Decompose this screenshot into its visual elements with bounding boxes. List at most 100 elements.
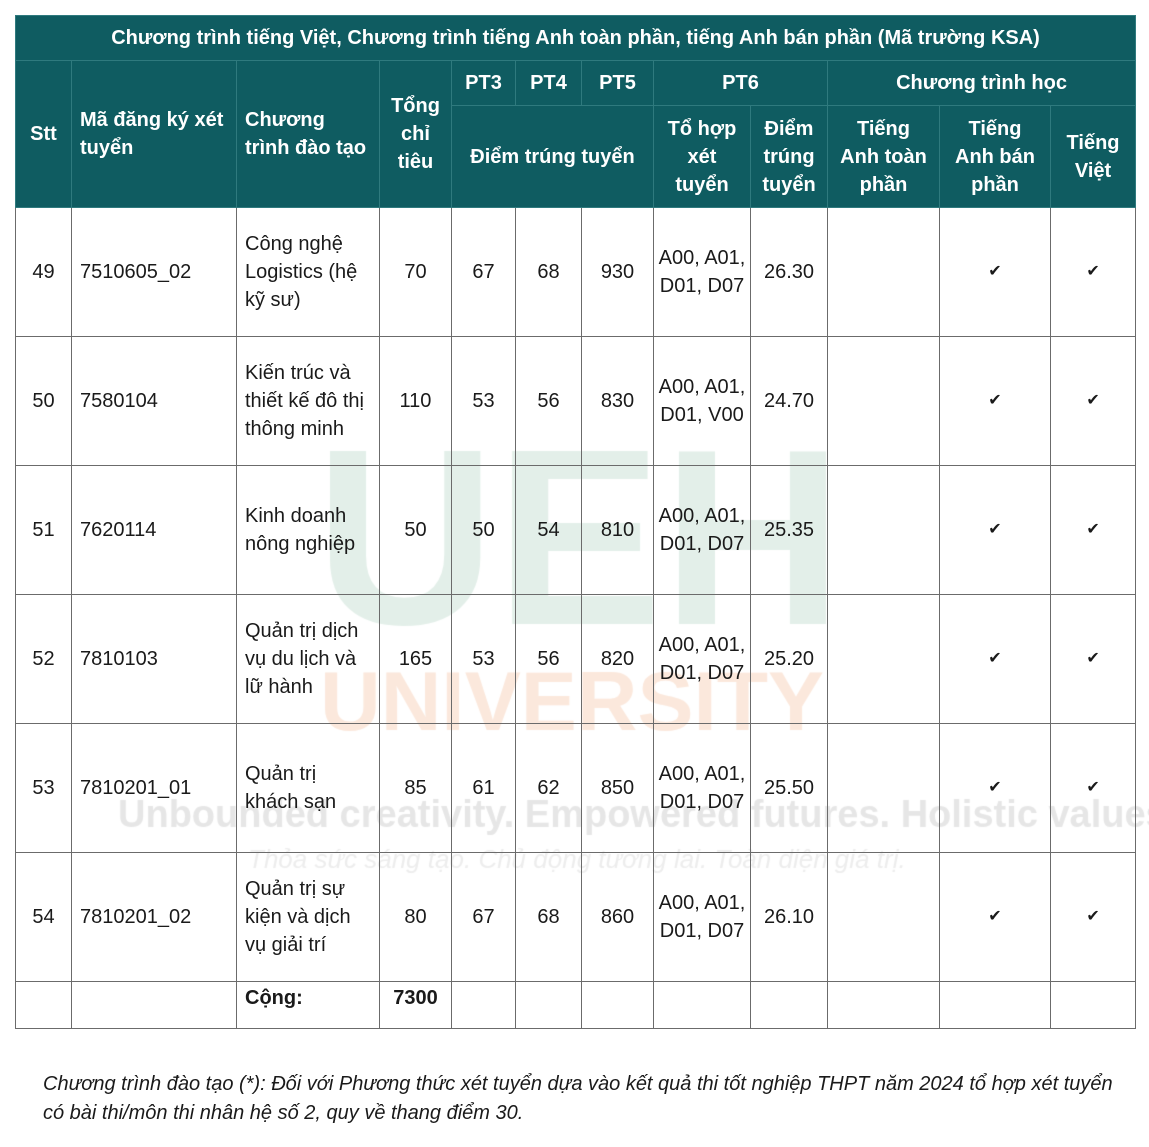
cell-anh-ban-phan: ✔ <box>939 465 1051 595</box>
empty-cell <box>451 981 516 1029</box>
cell-tieng-viet: ✔ <box>1049 594 1137 724</box>
cell-anh-ban-phan: ✔ <box>939 336 1051 466</box>
empty-cell <box>515 981 582 1029</box>
cell-pt5: 860 <box>581 852 654 982</box>
cell-ma: 7810201_02 <box>71 852 237 982</box>
empty-cell <box>827 981 940 1029</box>
cell-anh-toan-phan <box>827 852 940 982</box>
empty-cell <box>653 981 751 1029</box>
cell-stt: 49 <box>15 207 72 337</box>
cell-pt3: 53 <box>451 336 516 466</box>
cell-pt3: 50 <box>451 465 516 595</box>
empty-cell <box>1049 981 1137 1029</box>
header-chuong-trinh: Chương trình đào tạo <box>236 60 380 208</box>
header-tong: Tổng chỉ tiêu <box>379 60 452 208</box>
cell-anh-toan-phan <box>827 723 940 853</box>
header-anh-ban-phan: Tiếng Anh bán phần <box>939 105 1051 208</box>
cell-anh-ban-phan: ✔ <box>939 594 1051 724</box>
cell-anh-toan-phan <box>827 336 940 466</box>
cell-stt: 52 <box>15 594 72 724</box>
cell-anh-ban-phan: ✔ <box>939 723 1051 853</box>
cell-diem: 26.10 <box>750 852 828 982</box>
cell-pt5: 820 <box>581 594 654 724</box>
cell-pt4: 62 <box>515 723 582 853</box>
header-to-hop: Tổ hợp xét tuyển <box>653 105 751 208</box>
cell-tong: 50 <box>379 465 452 595</box>
cell-anh-ban-phan: ✔ <box>939 207 1051 337</box>
cell-anh-ban-phan: ✔ <box>939 852 1051 982</box>
table-title: Chương trình tiếng Việt, Chương trình ti… <box>14 15 1137 61</box>
header-pt6: PT6 <box>653 60 828 106</box>
cell-ma: 7510605_02 <box>71 207 237 337</box>
header-anh-toan-phan: Tiếng Anh toàn phần <box>827 105 940 208</box>
empty-cell <box>15 981 72 1029</box>
cell-diem: 26.30 <box>750 207 828 337</box>
footnote: Chương trình đào tạo (*): Đối với Phương… <box>43 1073 1113 1124</box>
cell-stt: 54 <box>15 852 72 982</box>
cell-ten: Quản trị khách sạn <box>236 723 380 853</box>
cell-tong: 85 <box>379 723 452 853</box>
cell-anh-toan-phan <box>827 465 940 595</box>
table-row: 52 7810103 Quản trị dịch vụ du lịch và lữ … <box>15 594 1137 724</box>
empty-cell <box>581 981 654 1029</box>
cell-tieng-viet: ✔ <box>1049 207 1137 337</box>
empty-cell <box>71 981 237 1029</box>
header-chuong-trinh-hoc: Chương trình học <box>826 60 1137 106</box>
cell-tong: 70 <box>379 207 452 337</box>
cell-tieng-viet: ✔ <box>1049 336 1137 466</box>
table-row: 49 7510605_02 Công nghệ Logistics (hệ kỹ s… <box>15 207 1137 337</box>
header-pt3: PT3 <box>451 60 516 106</box>
total-value: 7300 <box>379 981 452 1029</box>
cell-stt: 53 <box>15 723 72 853</box>
total-label: Cộng: <box>236 981 380 1029</box>
cell-ma: 7810201_01 <box>71 723 237 853</box>
cell-to-hop: A00, A01, D01, D07 <box>653 852 751 982</box>
cell-ten: Kinh doanh nông nghiệp <box>236 465 380 595</box>
table-row: 50 7580104 Kiến trúc và thiết kế đô thị th… <box>15 336 1137 466</box>
empty-cell <box>939 981 1051 1029</box>
cell-pt5: 850 <box>581 723 654 853</box>
cell-diem: 25.35 <box>750 465 828 595</box>
cell-to-hop: A00, A01, D01, D07 <box>653 723 751 853</box>
cell-tong: 110 <box>379 336 452 466</box>
cell-tieng-viet: ✔ <box>1049 465 1137 595</box>
cell-ma: 7810103 <box>71 594 237 724</box>
cell-ma: 7580104 <box>71 336 237 466</box>
cell-diem: 25.50 <box>750 723 828 853</box>
header-pt4: PT4 <box>515 60 582 106</box>
header-tieng-viet: Tiếng Việt <box>1049 105 1137 208</box>
cell-pt4: 56 <box>515 594 582 724</box>
cell-diem: 25.20 <box>750 594 828 724</box>
header-diem-pt6: Điểm trúng tuyển <box>750 105 828 208</box>
cell-anh-toan-phan <box>827 594 940 724</box>
cell-stt: 51 <box>15 465 72 595</box>
header-pt5: PT5 <box>581 60 654 106</box>
cell-stt: 50 <box>15 336 72 466</box>
cell-tong: 80 <box>379 852 452 982</box>
cell-pt4: 68 <box>515 852 582 982</box>
cell-pt5: 830 <box>581 336 654 466</box>
header-ma: Mã đăng ký xét tuyển <box>71 60 237 208</box>
admission-table: Chương trình tiếng Việt, Chương trình ti… <box>14 15 1137 1029</box>
cell-tieng-viet: ✔ <box>1049 723 1137 853</box>
cell-ma: 7620114 <box>71 465 237 595</box>
cell-to-hop: A00, A01, D01, D07 <box>653 465 751 595</box>
header-diem-trung-tuyen: Điểm trúng tuyển <box>451 105 654 208</box>
cell-to-hop: A00, A01, D01, V00 <box>653 336 751 466</box>
cell-pt3: 61 <box>451 723 516 853</box>
cell-pt3: 67 <box>451 852 516 982</box>
cell-tong: 165 <box>379 594 452 724</box>
cell-ten: Kiến trúc và thiết kế đô thị thông minh <box>236 336 380 466</box>
header-stt: Stt <box>15 60 72 208</box>
cell-to-hop: A00, A01, D01, D07 <box>653 594 751 724</box>
table-row: 51 7620114 Kinh doanh nông nghiệp 50 50 54 810… <box>15 465 1137 595</box>
cell-pt3: 67 <box>451 207 516 337</box>
cell-pt3: 53 <box>451 594 516 724</box>
total-row: Cộng: 7300 <box>15 981 1137 1029</box>
cell-pt5: 930 <box>581 207 654 337</box>
cell-tieng-viet: ✔ <box>1049 852 1137 982</box>
cell-anh-toan-phan <box>827 207 940 337</box>
cell-to-hop: A00, A01, D01, D07 <box>653 207 751 337</box>
table-row: 53 7810201_01 Quản trị khách sạn 85 61 62 850 A… <box>15 723 1137 853</box>
table-row: 54 7810201_02 Quản trị sự kiện và dịch vụ … <box>15 852 1137 982</box>
